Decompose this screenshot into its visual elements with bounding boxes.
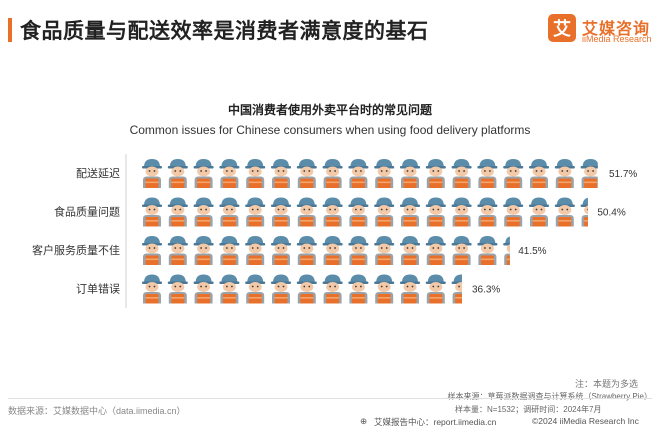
delivery-person-icon (271, 274, 291, 304)
delivery-person-icon (477, 236, 498, 265)
delivery-person-icon (400, 197, 420, 227)
delivery-person-icon (167, 197, 188, 227)
footer-bar: ⊕ 艾媒报告中心：report.iimedia.cn ©2024 iiMedia… (0, 416, 660, 430)
logo-mark-glyph: 艾 (553, 18, 571, 40)
delivery-person-icon (374, 197, 395, 227)
delivery-person-icon (451, 197, 472, 227)
chart-subtitle: Common issues for Chinese consumers when… (129, 123, 531, 137)
delivery-person-icon (219, 274, 240, 304)
delivery-person-icon (245, 197, 266, 227)
sample-source: 样本来源：草莓派数据调查与计算系统（Strawberry Pie） (447, 392, 652, 401)
delivery-person-icon (477, 159, 498, 188)
copyright: ©2024 iiMedia Research Inc (532, 416, 639, 426)
logo-name-en: iiMedia Research (582, 34, 652, 44)
value-label: 51.7% (609, 169, 637, 180)
delivery-person-icon (425, 197, 446, 227)
delivery-person-icon (554, 159, 575, 188)
delivery-person-icon (451, 236, 472, 265)
delivery-person-icon (142, 159, 162, 188)
delivery-person-icon (451, 274, 462, 304)
delivery-person-icon (167, 274, 188, 304)
delivery-person-icon (322, 159, 343, 188)
logo-name-cn: 艾媒咨询 (582, 21, 651, 38)
delivery-person-icon (529, 159, 549, 188)
delivery-person-icon (296, 274, 317, 304)
category-label: 配送延迟 (76, 166, 120, 180)
delivery-person-icon (193, 236, 214, 265)
delivery-person-icon (296, 236, 317, 265)
delivery-person-icon (348, 197, 369, 227)
delivery-person-icon (322, 236, 343, 265)
delivery-person-icon (374, 274, 395, 304)
delivery-person-icon (425, 274, 446, 304)
value-label: 50.4% (597, 208, 625, 219)
category-label: 订单错误 (76, 282, 120, 296)
delivery-person-icon (193, 197, 214, 227)
delivery-person-icon (296, 197, 317, 227)
delivery-person-icon (296, 159, 317, 188)
delivery-person-icon (322, 274, 343, 304)
iimedia-logo: 艾 艾媒咨询 iiMedia Research (548, 14, 654, 48)
delivery-person-icon (374, 159, 395, 188)
delivery-person-icon (451, 159, 472, 188)
delivery-person-icon (271, 159, 291, 188)
value-label: 41.5% (518, 246, 546, 257)
delivery-person-icon (193, 159, 214, 188)
delivery-person-icon (503, 159, 524, 188)
delivery-person-icon (425, 236, 446, 265)
delivery-person-icon (245, 274, 266, 304)
delivery-person-icon (580, 197, 588, 227)
delivery-person-icon (503, 197, 524, 227)
delivery-person-icon (348, 159, 369, 188)
delivery-person-icon (400, 159, 420, 188)
delivery-person-icon (219, 236, 240, 265)
delivery-person-icon (245, 236, 266, 265)
chart-title: 中国消费者使用外卖平台时的常见问题 (227, 103, 432, 117)
delivery-person-icon (142, 274, 162, 304)
delivery-person-icon (503, 236, 510, 265)
delivery-person-icon (167, 236, 188, 265)
delivery-person-icon (167, 159, 188, 188)
chart-note: 注：本题为多选 (574, 379, 638, 389)
delivery-person-icon (142, 197, 162, 227)
data-source: 数据来源：艾媒数据中心（data.iimedia.cn） (8, 406, 186, 416)
category-label: 食品质量问题 (54, 205, 120, 219)
delivery-person-icon (322, 197, 343, 227)
page-title: 食品质量与配送效率是消费者满意度的基石 (20, 20, 429, 43)
delivery-person-icon (271, 197, 291, 227)
delivery-person-icon (425, 159, 446, 188)
delivery-person-icon (271, 236, 291, 265)
report-center-icon: ⊕ (360, 416, 368, 426)
delivery-person-icon (193, 274, 214, 304)
delivery-person-icon (400, 236, 420, 265)
delivery-person-icon (348, 274, 369, 304)
value-label: 36.3% (472, 285, 500, 296)
delivery-person-icon (348, 236, 369, 265)
report-center-link[interactable]: 艾媒报告中心：report.iimedia.cn (374, 417, 497, 427)
delivery-person-icon (554, 197, 575, 227)
delivery-person-icon (400, 274, 420, 304)
delivery-person-icon (219, 197, 240, 227)
delivery-person-icon (142, 236, 162, 265)
footer-divider (8, 398, 652, 399)
delivery-person-icon (529, 197, 549, 227)
sample-size: 样本量：N=1532；调研时间：2024年7月 (455, 405, 602, 414)
delivery-person-icon (219, 159, 240, 188)
delivery-person-icon (580, 159, 598, 188)
category-label: 客户服务质量不佳 (32, 243, 120, 257)
delivery-person-icon (374, 236, 395, 265)
title-accent-bar (8, 18, 12, 42)
delivery-person-icon (245, 159, 266, 188)
delivery-person-icon (477, 197, 498, 227)
iimedia-logo-icon: 艾 (548, 14, 576, 42)
